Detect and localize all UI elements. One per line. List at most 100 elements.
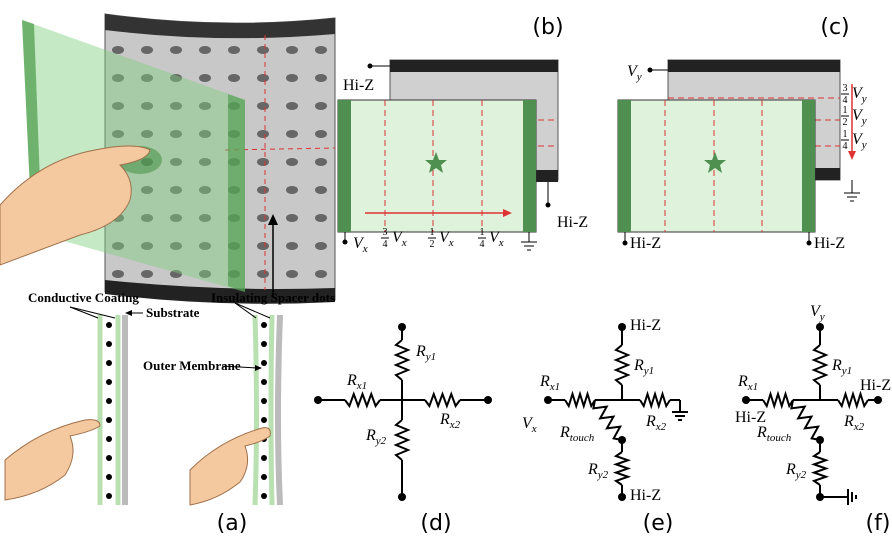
symbol-subscript: x — [531, 423, 537, 435]
symbol-subscript: y — [636, 71, 642, 83]
symbol-subscript: x — [448, 237, 454, 249]
terminal — [816, 493, 824, 501]
symbol-base: R — [756, 424, 767, 441]
spacer-dot — [228, 46, 240, 54]
cross-sections — [5, 303, 280, 505]
symbol: Rx1 — [539, 373, 560, 393]
spacer-dot — [106, 341, 112, 347]
wire — [814, 452, 826, 485]
wire — [565, 394, 595, 406]
spacer-dot — [257, 74, 269, 82]
spacer-dot — [170, 46, 182, 54]
wire — [814, 345, 826, 385]
fraction-numerator: 3 — [383, 227, 388, 238]
symbol: Ry1 — [633, 357, 654, 377]
spacer-dot — [199, 74, 211, 82]
label: (a) — [217, 511, 248, 536]
symbol: Rtouch — [559, 424, 595, 444]
spacer-dot — [106, 417, 112, 423]
spacer-dot — [112, 270, 124, 278]
label: Hi-Z — [343, 77, 374, 94]
symbol-base: R — [785, 461, 796, 478]
fraction-denominator: 2 — [843, 117, 848, 128]
spacer-dot — [315, 102, 327, 110]
spacer-dot — [257, 46, 269, 54]
terminal — [618, 436, 626, 444]
spacer-dot — [261, 455, 267, 461]
spacer-dot — [261, 474, 267, 480]
spacer-dot — [315, 214, 327, 222]
wire — [396, 340, 408, 380]
fraction-denominator: 4 — [480, 239, 485, 250]
spacer-dot — [261, 379, 267, 385]
fraction-denominator: 2 — [430, 239, 435, 250]
terminal — [484, 396, 492, 404]
wire — [396, 420, 408, 460]
wire — [425, 394, 460, 406]
wire — [345, 394, 380, 406]
spacer-dot — [257, 214, 269, 222]
wire — [763, 394, 793, 406]
spacer-dot — [106, 360, 112, 366]
symbol: Vx — [522, 415, 537, 435]
symbol: Vy — [627, 63, 642, 83]
spacer-dot — [286, 74, 298, 82]
symbol: Vy — [852, 131, 867, 151]
spacer-dot — [257, 242, 269, 250]
symbol-subscript: y1 — [643, 365, 654, 377]
spacer-dot — [141, 270, 153, 278]
spacer-dot — [257, 130, 269, 138]
terminal — [544, 396, 552, 404]
symbol-base: R — [843, 413, 854, 430]
symbol-subscript: x1 — [747, 381, 758, 393]
spacer-dot — [257, 270, 269, 278]
terminal — [314, 396, 322, 404]
spacer-dot — [141, 46, 153, 54]
spacer-dot — [315, 46, 327, 54]
spacer-dot — [257, 102, 269, 110]
symbol: Ry2 — [365, 427, 387, 447]
terminal — [398, 323, 406, 331]
spacer-dot — [315, 74, 327, 82]
terminal — [398, 493, 406, 501]
spacer-dot — [106, 474, 112, 480]
symbol: Vx — [353, 235, 368, 255]
symbol: Ry2 — [587, 461, 609, 481]
terminal — [618, 323, 626, 331]
spacer-dot — [315, 242, 327, 250]
symbol-subscript: x2 — [853, 421, 865, 433]
spacer-dot — [106, 493, 112, 499]
symbol: Ry2 — [785, 461, 807, 481]
symbol-subscript: x — [498, 237, 504, 249]
symbol: Ry1 — [415, 343, 436, 363]
fraction-numerator: 1 — [843, 129, 848, 140]
spacer-dot — [315, 270, 327, 278]
wire — [616, 452, 628, 485]
label: Conductive Coating — [28, 290, 139, 305]
symbol-subscript: x2 — [449, 419, 461, 431]
wire — [640, 394, 670, 406]
label: Substrate — [146, 305, 200, 320]
wire — [791, 400, 820, 440]
spacer-dot — [228, 74, 240, 82]
symbol-subscript: y1 — [841, 365, 852, 377]
fraction-numerator: 1 — [843, 105, 848, 116]
label: (f) — [866, 511, 891, 536]
spacer-dot — [286, 102, 298, 110]
symbol: Ry1 — [831, 357, 852, 377]
symbol: Vy — [810, 303, 825, 323]
spacer-dot — [286, 242, 298, 250]
symbol-subscript: x2 — [655, 421, 667, 433]
terminal — [618, 493, 626, 501]
spacer-dot — [261, 493, 267, 499]
symbol-subscript: y — [861, 115, 867, 127]
spacer-dot — [106, 398, 112, 404]
wire — [838, 394, 868, 406]
label: (c) — [820, 15, 849, 40]
spacer-dot — [315, 186, 327, 194]
fraction-denominator: 4 — [383, 239, 388, 250]
spacer-dot — [106, 436, 112, 442]
symbol-base: R — [633, 357, 644, 374]
fraction-numerator: 1 — [480, 227, 485, 238]
label: Hi-Z — [557, 214, 588, 231]
